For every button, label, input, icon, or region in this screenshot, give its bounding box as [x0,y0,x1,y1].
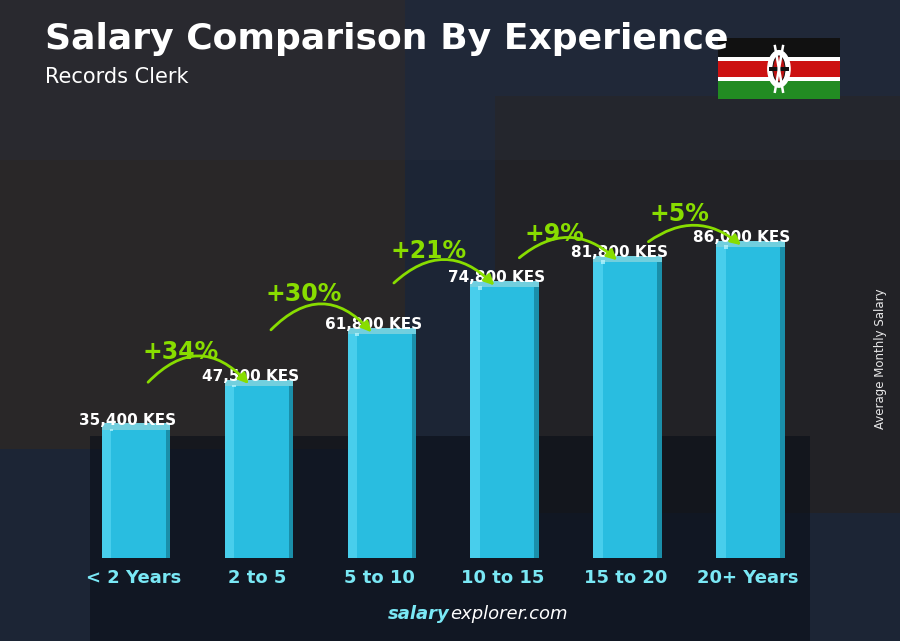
Text: salary: salary [388,605,450,623]
Text: +5%: +5% [650,203,709,226]
Bar [347,335,411,558]
Text: explorer.com: explorer.com [450,605,568,623]
Bar [724,245,728,249]
Text: Average Monthly Salary: Average Monthly Salary [874,288,886,429]
Text: Salary Comparison By Experience: Salary Comparison By Experience [45,22,728,56]
Bar [225,379,293,386]
Bar [718,79,840,99]
Text: +9%: +9% [524,222,584,246]
Bar [347,328,416,335]
Text: +34%: +34% [142,340,219,363]
Bar [102,424,170,429]
Bar [495,96,900,513]
Bar [232,385,237,387]
Bar [0,0,405,449]
Bar [593,262,603,558]
Bar [0,0,900,160]
Ellipse shape [768,51,790,87]
Bar [718,77,840,81]
Text: 74,800 KES: 74,800 KES [447,271,544,285]
Bar [478,285,482,290]
Text: 86,000 KES: 86,000 KES [693,230,790,245]
Bar [411,335,416,558]
Bar [225,386,289,558]
Bar [471,281,539,287]
Bar [780,247,785,558]
Text: 47,500 KES: 47,500 KES [202,369,299,384]
Bar [90,436,810,641]
Text: Records Clerk: Records Clerk [45,67,188,87]
Text: +30%: +30% [266,282,342,306]
Bar [601,260,605,265]
Bar [225,386,234,558]
Bar [166,429,170,558]
Bar [716,247,725,558]
Bar [593,262,657,558]
Bar [535,287,539,558]
Bar [347,335,357,558]
Text: 35,400 KES: 35,400 KES [79,413,176,428]
Text: 61,800 KES: 61,800 KES [325,317,422,333]
Bar [716,240,785,247]
Bar [471,287,535,558]
Bar [718,56,840,61]
Bar [102,429,166,558]
Bar [471,287,480,558]
Bar [657,262,662,558]
Bar [102,429,112,558]
Bar [716,247,780,558]
Text: +21%: +21% [391,238,467,263]
Ellipse shape [773,56,785,82]
Bar [769,67,789,71]
Bar [289,386,293,558]
Bar [718,38,840,59]
Bar [110,429,113,431]
Bar [356,333,359,336]
Bar [718,59,840,79]
Bar [593,256,662,262]
Text: 81,800 KES: 81,800 KES [571,245,668,260]
